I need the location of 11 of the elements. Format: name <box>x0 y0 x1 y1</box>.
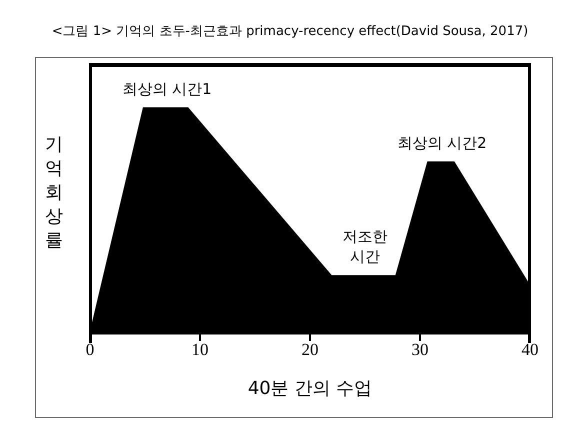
x-tick-label: 10 <box>192 340 208 360</box>
x-tick-label: 40 <box>522 340 538 360</box>
x-tick-label: 0 <box>86 340 94 360</box>
x-tick-label: 20 <box>302 340 318 360</box>
annotation: 최상의 시간1 <box>122 80 212 98</box>
annotation: 최상의 시간2 <box>397 134 487 152</box>
chart-title: <그림 1> 기억의 초두-최근효과 primacy-recency effect(David Sousa, 2017) <box>50 23 530 40</box>
x-axis-title: 40분 간의 수업 <box>248 378 372 399</box>
y-axis-title: 기억 회상률 <box>44 133 64 253</box>
x-tick-label: 30 <box>412 340 428 360</box>
annotation: 저조한 시간 <box>342 228 388 266</box>
